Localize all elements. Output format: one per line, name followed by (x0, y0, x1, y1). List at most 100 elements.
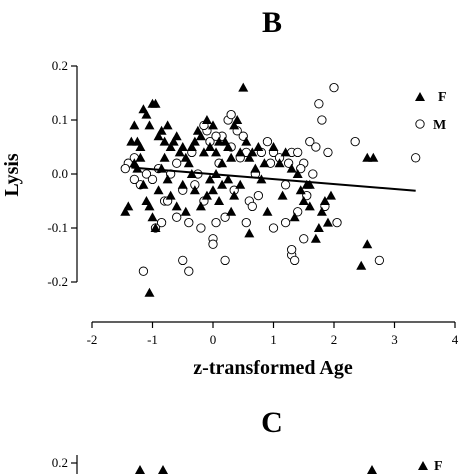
data-point-m (253, 190, 264, 201)
data-point-m (280, 180, 291, 190)
data-point-m (286, 244, 297, 255)
data-point-f (153, 131, 164, 141)
data-point-f (204, 174, 215, 184)
data-point-m (226, 109, 236, 120)
data-point-f (241, 136, 252, 146)
data-point-m (311, 142, 321, 152)
data-point-m (329, 82, 339, 93)
x-axis-title: z-transformed Age (193, 357, 353, 379)
data-point-f (186, 142, 197, 151)
data-point-f (150, 223, 161, 232)
data-point-f (268, 142, 279, 151)
data-point-f (226, 152, 237, 162)
data-point-f (201, 190, 212, 200)
data-point-c-triangle (135, 465, 145, 474)
data-point-m (147, 174, 158, 185)
x-tick-label: 2 (331, 332, 338, 347)
data-point-f (147, 212, 158, 222)
data-point-m (196, 223, 206, 233)
data-point-f (150, 98, 161, 108)
data-point-m (184, 217, 194, 228)
data-point-m (178, 255, 188, 266)
data-point-f (238, 82, 249, 92)
data-point-f (235, 147, 246, 157)
data-point-f (177, 179, 188, 189)
data-point-f (356, 260, 367, 270)
data-point-f (144, 120, 155, 130)
data-point-f (211, 147, 222, 157)
data-point-f (319, 196, 330, 205)
scatter-plot-b: -2 -1 0 1 2 3 4 -0.2 -0.1 0.0 0.1 0.2 FM (47, 58, 458, 347)
data-point-f (144, 201, 155, 211)
data-point-m (293, 147, 303, 158)
data-point-f (123, 201, 134, 211)
regression-line (131, 166, 416, 192)
data-point-f (162, 120, 173, 130)
data-point-f (235, 179, 246, 189)
data-point-f (198, 147, 209, 157)
data-point-f (189, 136, 200, 146)
data-point-f (144, 287, 155, 297)
data-point-f (362, 239, 373, 249)
data-point-m (299, 234, 309, 244)
data-point-f (214, 196, 225, 205)
data-point-f (304, 179, 315, 189)
data-point-f (322, 217, 333, 227)
data-point-f (177, 142, 188, 151)
data-point-f (189, 185, 200, 195)
data-point-f (168, 136, 179, 146)
legend-marker-m (415, 119, 425, 129)
data-point-f (195, 131, 206, 141)
data-point-f (183, 158, 194, 168)
x-tick-label: 3 (391, 332, 398, 347)
scatter-plot-c-partial: 0.2 F (52, 455, 443, 474)
data-point-f (135, 152, 146, 162)
data-point-m (247, 201, 257, 212)
data-point-f (262, 206, 273, 216)
data-point-f (174, 147, 185, 157)
data-point-f (274, 158, 285, 168)
data-point-f (325, 190, 336, 200)
legend-label-m: M (433, 118, 446, 133)
panel-letter-b: B (262, 6, 282, 39)
y-axis-title: Lysis (1, 153, 23, 197)
x-tick-label: 4 (452, 332, 459, 347)
data-point-f (156, 125, 167, 135)
data-point-f (304, 201, 315, 211)
data-point-m (374, 255, 385, 266)
data-point-f (244, 152, 255, 162)
data-point-f (159, 136, 170, 146)
data-point-f (153, 185, 164, 195)
data-point-m (317, 115, 327, 125)
data-point-m (280, 217, 291, 228)
data-point-f (292, 169, 303, 178)
data-point-f (217, 179, 228, 189)
data-point-c-triangle (158, 465, 168, 474)
data-point-m (305, 136, 315, 147)
data-point-m (241, 217, 251, 228)
y-tick-label: -0.2 (47, 274, 68, 289)
data-point-f (259, 158, 270, 168)
data-point-f (165, 190, 176, 200)
data-point-f (253, 142, 264, 151)
data-point-m (268, 223, 279, 233)
data-point-m (138, 266, 149, 276)
data-point-f (310, 233, 321, 243)
y-tick-label: 0.2 (52, 58, 68, 73)
data-point-m (411, 153, 421, 163)
data-point-f (195, 201, 206, 211)
legend-label-f-c: F (434, 459, 443, 474)
data-point-f (298, 196, 309, 205)
data-point-f (141, 109, 152, 119)
legend-marker-f (415, 92, 425, 101)
data-point-m (332, 217, 342, 228)
data-point-m (120, 163, 130, 174)
y-tick-label: 0.1 (52, 112, 68, 127)
data-point-m (211, 217, 221, 228)
data-point-f (295, 185, 306, 195)
y-tick-label: 0.0 (52, 166, 68, 181)
data-point-m (290, 255, 300, 266)
data-point-m (323, 147, 333, 158)
data-point-f (232, 115, 243, 124)
